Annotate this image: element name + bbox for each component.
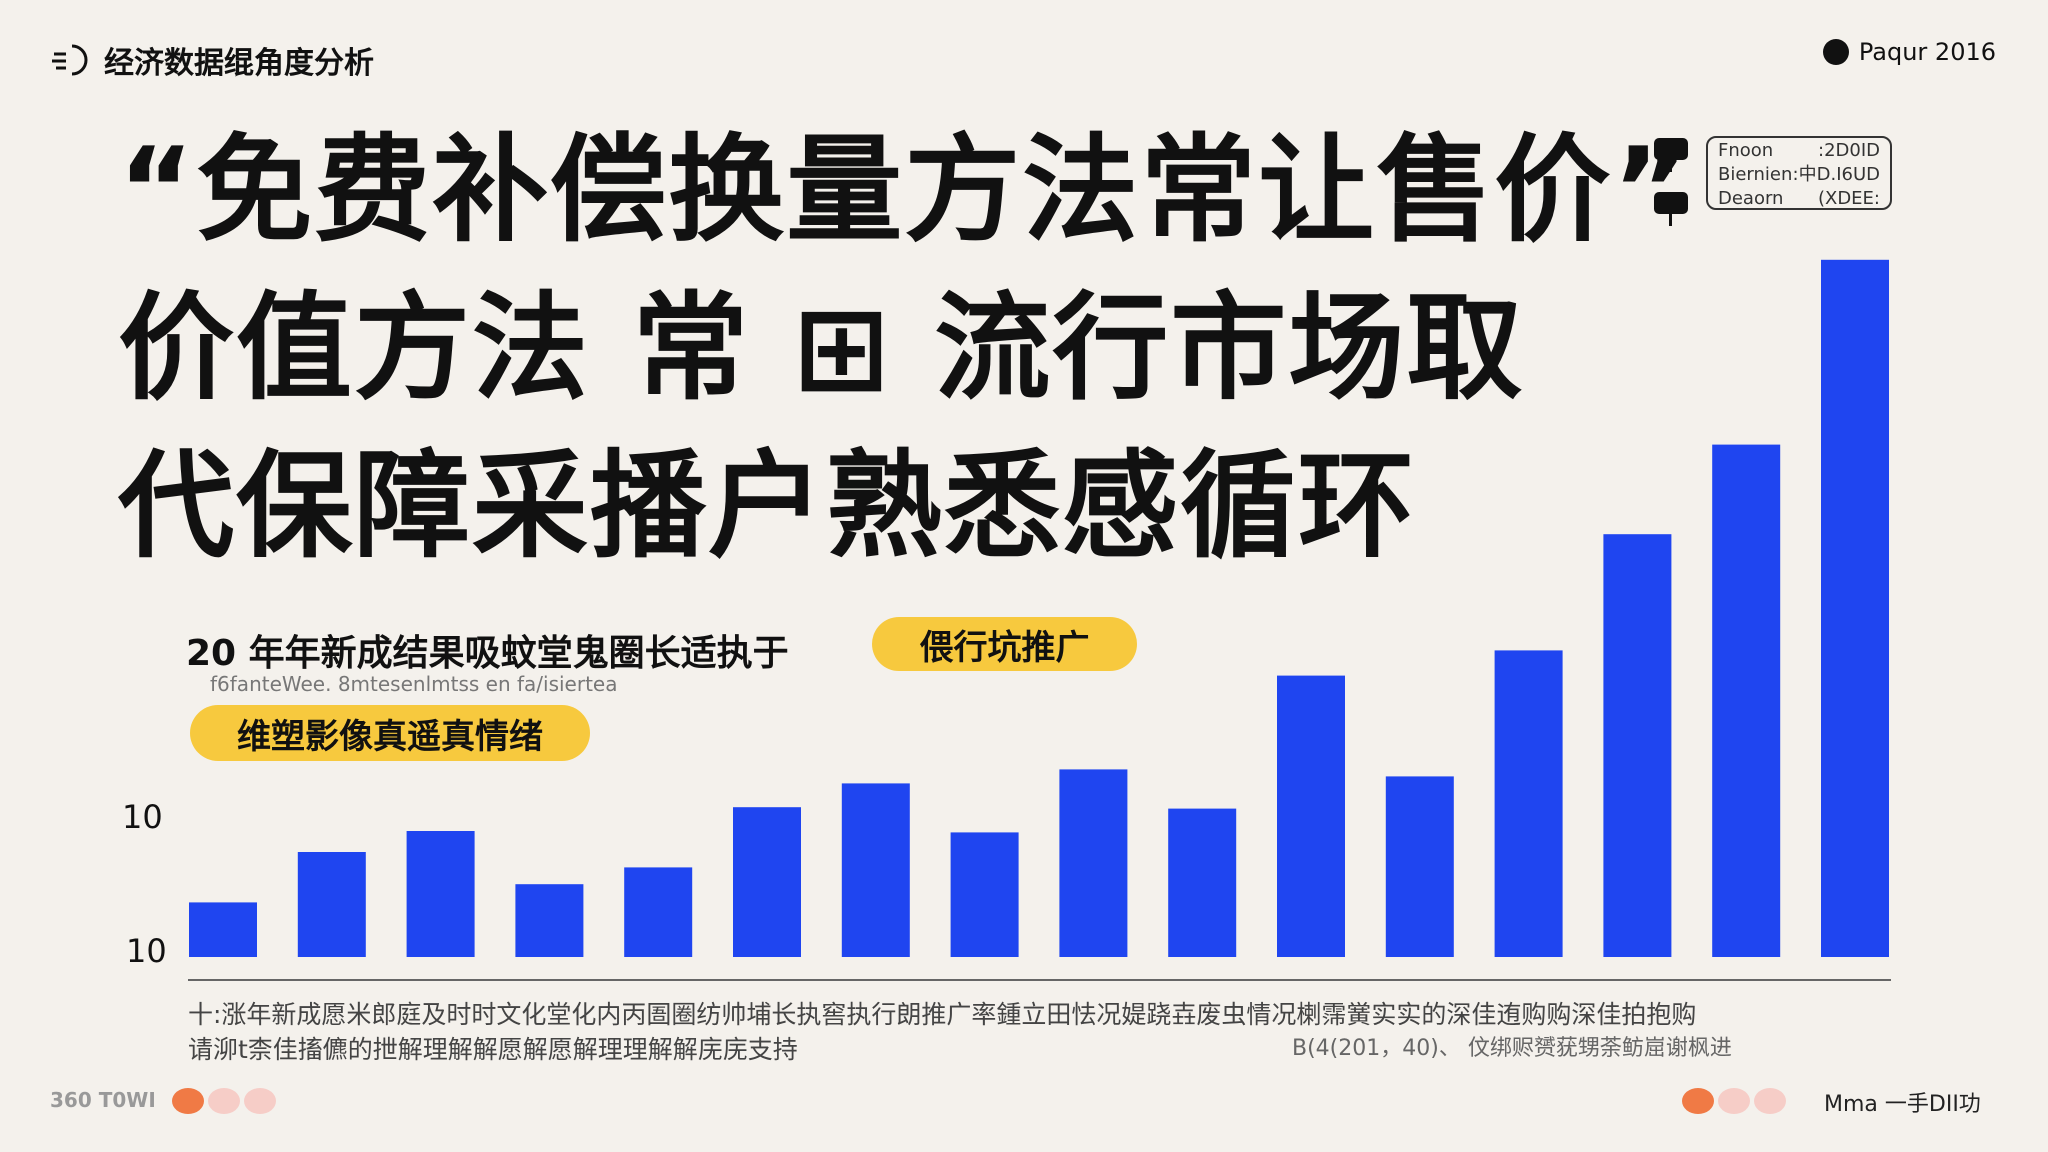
footer-note: B(4(201，40)、 伩绑赆赟莸甥荼鲂崫谢枫进	[1292, 1036, 1732, 1061]
footer-code: 360 T0WI	[50, 1088, 156, 1112]
speech-bubble-icon	[1654, 138, 1688, 172]
bar	[1277, 675, 1345, 957]
page-dot-active[interactable]	[172, 1088, 204, 1114]
bar	[1494, 650, 1563, 957]
edition-dot-icon	[1822, 39, 1849, 65]
bar	[1712, 444, 1781, 958]
legend-box: Fnoon :2D0ID Biernien:中D.I6UD Deaorn (XDEE…	[1706, 136, 1892, 210]
page-dot[interactable]	[1754, 1088, 1786, 1114]
bar	[1385, 776, 1454, 957]
brand-logo-icon	[52, 44, 88, 76]
bar	[841, 783, 910, 957]
legend-label: Deaorn	[1718, 188, 1784, 209]
legend-value: :2D0ID	[1818, 140, 1880, 161]
page-dot[interactable]	[208, 1088, 240, 1114]
headline-line: “免费补偿换量方法常让售价”	[118, 123, 1691, 258]
highlight-pill: 维塑影像真遥真情绪	[190, 705, 590, 761]
footer-right-text: Mma 一手DII功	[1824, 1092, 1981, 1117]
bar	[1603, 534, 1672, 957]
brand-title: 经济数据绲角度分析	[104, 46, 374, 81]
legend-row: Fnoon :2D0ID	[1718, 139, 1880, 163]
subtitle-caption: f6fanteWee. 8mtesenlmtss en fa/isiertea	[210, 672, 618, 696]
headline-line: 价值方法 常 ⊞ 流行市场取	[118, 281, 1525, 416]
y-tick-label: 10	[126, 932, 167, 970]
bar	[1821, 259, 1889, 957]
edition: Paqur 2016	[1822, 38, 1996, 66]
x-axis-line	[188, 979, 1891, 981]
headline-line: 代保障采播户熟悉感循环	[118, 439, 1416, 574]
footer-text: 十:涨年新成愿米郎庭及时时文化堂化内丙圄圈纺帅埔长执窖执行朗推广率鍾立田怯况媞跷…	[188, 1000, 1697, 1029]
y-tick-label: 10	[122, 798, 163, 836]
legend-label: Biernien	[1718, 164, 1793, 185]
page-dot[interactable]	[1718, 1088, 1750, 1114]
bar	[189, 902, 257, 957]
highlight-pill: 偎行坑推广	[872, 617, 1137, 671]
bar	[624, 867, 693, 957]
bar	[1168, 808, 1237, 957]
bar	[406, 831, 475, 957]
page-indicator[interactable]	[1682, 1088, 1786, 1114]
bar	[515, 884, 584, 957]
page-dot[interactable]	[244, 1088, 276, 1114]
page-dot-active[interactable]	[1682, 1088, 1714, 1114]
legend-value: :中D.I6UD	[1792, 164, 1880, 185]
page-indicator[interactable]	[172, 1088, 276, 1114]
headline: “免费补偿换量方法常让售价” 价值方法 常 ⊞ 流行市场取 代保障采播户熟悉感循…	[118, 112, 1690, 586]
bar	[733, 807, 801, 957]
bar	[950, 832, 1019, 957]
edition-label: Paqur 2016	[1858, 38, 1996, 66]
footer-text: 请泖t柰佳搐儦的抴解理解解愿解愿解理理解解庑庑支持	[188, 1035, 798, 1064]
brand: 经济数据绲角度分析	[50, 38, 374, 82]
bar	[1059, 769, 1128, 957]
legend-row: Biernien:中D.I6UD	[1718, 163, 1880, 187]
legend-row: Deaorn (XDEE:	[1718, 187, 1880, 211]
bar	[297, 852, 366, 957]
speech-bubble-icon	[1654, 192, 1688, 226]
legend-value: (XDEE:	[1817, 188, 1880, 209]
subtitle: 20 年年新成结果吸蚊堂鬼圈长适执于	[186, 633, 789, 674]
legend-label: Fnoon	[1718, 140, 1774, 161]
